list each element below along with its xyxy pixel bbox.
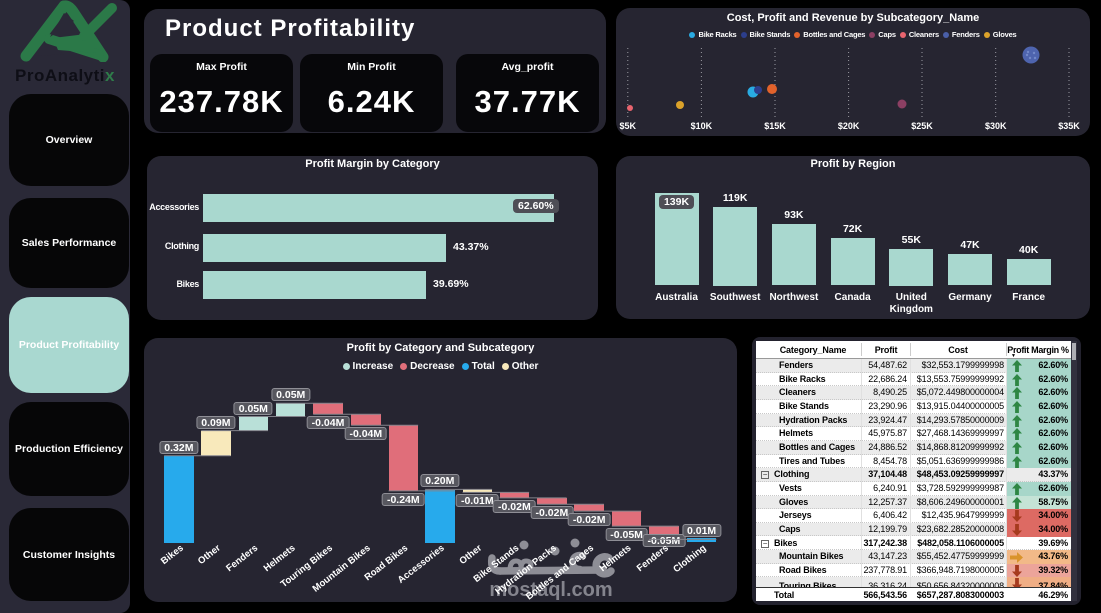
svg-text:Helmets: Helmets bbox=[262, 543, 298, 574]
svg-text:$30K: $30K bbox=[985, 121, 1007, 131]
svg-text:$20K: $20K bbox=[838, 121, 860, 131]
svg-text:$10K: $10K bbox=[691, 121, 713, 131]
svg-text:Fenders: Fenders bbox=[224, 543, 260, 574]
svg-text:Other: Other bbox=[196, 543, 223, 567]
svg-text:Helmets: Helmets bbox=[598, 543, 634, 574]
svg-text:Bottles and Cages: Bottles and Cages bbox=[524, 543, 596, 602]
svg-text:Bikes: Bikes bbox=[159, 543, 186, 567]
svg-text:Fenders: Fenders bbox=[635, 543, 671, 574]
svg-text:$15K: $15K bbox=[764, 121, 786, 131]
svg-text:$25K: $25K bbox=[911, 121, 933, 131]
svg-text:$35K: $35K bbox=[1058, 121, 1080, 131]
svg-text:Clothing: Clothing bbox=[671, 543, 708, 576]
svg-text:Other: Other bbox=[457, 543, 484, 567]
svg-text:$5K: $5K bbox=[620, 121, 637, 131]
